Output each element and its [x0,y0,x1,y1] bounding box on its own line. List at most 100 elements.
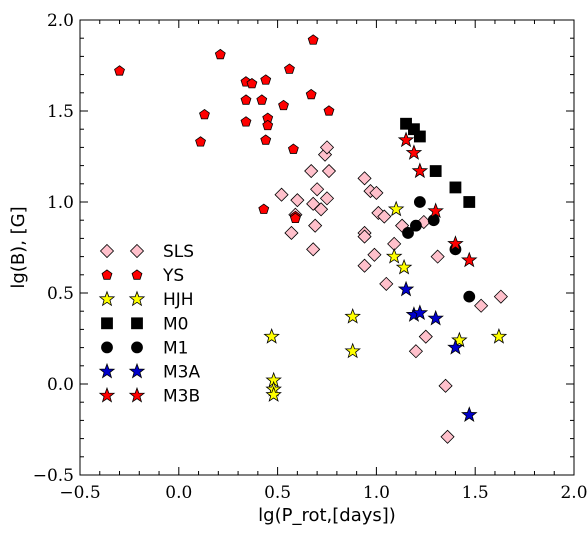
legend-marker-ys [131,269,143,280]
data-point-ys [260,134,272,145]
data-point-m1 [413,196,426,208]
legend-label: M3B [163,387,200,407]
legend-label: HJH [163,290,194,310]
data-point-hjh [385,247,403,264]
x-tick-label: 2.0 [560,483,587,503]
data-point-hjh [451,331,468,348]
data-point-m3b [427,202,444,219]
legend-label: M3A [163,363,200,383]
legend-marker-m1 [131,341,143,354]
legend-marker-m3b [128,386,146,403]
legend-item-m0: M0 [101,314,188,334]
legend: SLS YS HJH M0 M1 M3A M3B [98,242,200,407]
data-point-sls [284,225,299,241]
legend-label: YS [162,266,184,286]
data-point-sls [369,185,384,200]
data-point-m3a [461,406,478,422]
x-tick-label: −0.5 [59,483,100,503]
data-point-sls [438,378,453,393]
legend-label: SLS [163,242,194,262]
legend-marker-sls [129,243,145,259]
data-point-hjh [395,258,413,275]
legend-marker-m0 [131,317,143,330]
data-point-ys [195,136,206,147]
data-point-m0 [413,130,426,143]
data-point-m1 [427,214,440,227]
data-point-ys [256,94,268,105]
data-point-hjh [263,328,280,344]
data-point-sls [440,429,455,444]
y-tick-label: 0.5 [47,284,74,304]
legend-item-m3b: M3B [98,386,200,407]
data-point-m3b [405,144,423,160]
data-point-sls [319,140,335,155]
legend-label: M1 [163,338,188,358]
series-m3b [397,131,478,268]
data-point-m3a [411,304,429,321]
legend-marker-ys [101,269,113,280]
data-point-sls [430,249,445,264]
data-point-m0 [449,181,462,194]
x-tick-label: 1.0 [363,483,390,503]
legend-item-hjh: HJH [98,290,194,310]
data-point-ys [258,203,270,214]
data-point-hjh [490,328,508,344]
data-point-sls [306,242,321,257]
data-point-hjh [344,307,361,324]
data-point-ys [305,88,317,100]
x-tick-label: 1.5 [462,483,489,503]
data-point-m3a [427,309,444,326]
data-point-ys [240,94,252,105]
legend-marker-m3b [98,386,116,403]
data-point-sls [367,247,382,262]
data-point-ys [114,65,125,76]
data-point-sls [357,229,372,244]
x-tick-label: 0.5 [264,483,291,503]
series-m0 [400,117,476,208]
data-point-sls [379,276,394,291]
data-point-sls [274,187,289,202]
data-point-ys [289,212,301,223]
data-point-m3a [447,338,464,355]
data-point-sls [357,258,372,273]
legend-marker-m1 [101,341,113,354]
data-point-hjh [265,386,282,402]
data-point-m3b [461,251,478,268]
data-point-m3b [411,162,429,179]
legend-item-m3a: M3A [98,362,200,383]
data-point-sls [308,218,323,233]
legend-marker-m3a [98,362,116,379]
legend-marker-hjh [98,290,116,307]
y-tick-label: −0.5 [33,466,74,486]
data-point-ys [262,119,274,131]
y-tick-label: 0.0 [47,375,74,395]
legend-marker-m3a [128,362,146,379]
data-point-m0 [429,165,442,177]
data-point-sls [474,298,489,313]
data-point-m3b [447,235,464,251]
legend-item-sls: SLS [99,242,194,262]
y-tick-label: 1.5 [47,102,74,122]
plot-frame [79,19,575,476]
plot-area [114,34,508,444]
data-point-sls [319,191,335,206]
data-point-ys [284,63,295,74]
data-point-sls [408,344,423,359]
series-m3a [397,280,478,422]
series-sls [274,140,508,444]
data-point-ys [287,143,299,154]
series-ys [114,34,335,223]
data-point-sls [310,182,325,197]
series-hjh [263,200,508,402]
data-point-ys [278,99,289,111]
data-point-m3b [397,131,415,148]
data-point-ys [260,74,272,85]
x-axis-label: lg(P_rot,[days]) [258,505,396,526]
data-point-ys [199,108,210,120]
data-point-ys [323,105,335,116]
data-point-m1 [410,219,422,232]
axis-ticks: −0.5 0.0 0.5 1.0 1.5 2.0 −0.5 0.0 0.5 1.0 1.5 2.0 [33,11,588,503]
data-point-sls [304,163,319,179]
data-point-ys [240,116,252,127]
